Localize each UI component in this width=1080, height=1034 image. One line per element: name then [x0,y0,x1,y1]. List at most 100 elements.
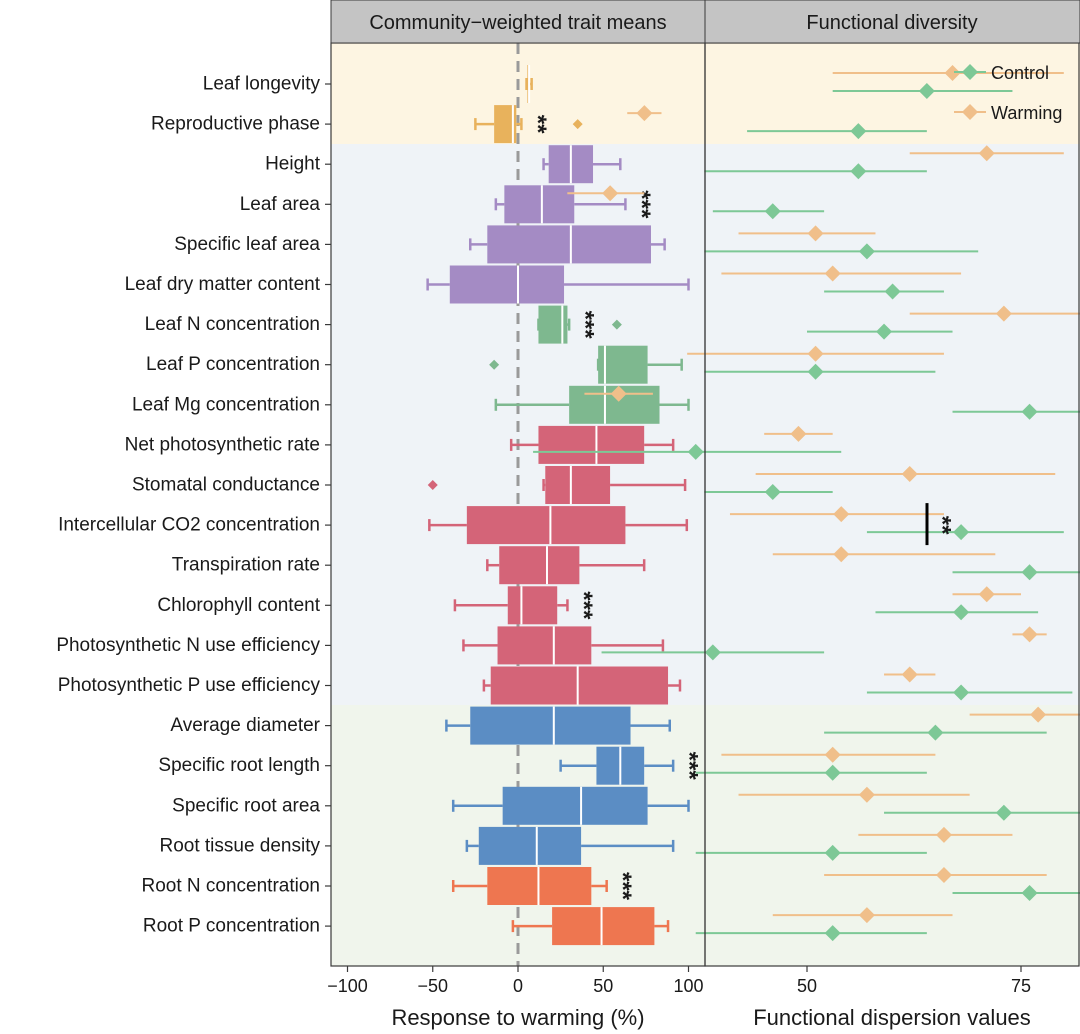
box-net-photosynthetic-rate [538,425,645,464]
warming-point-height [978,145,995,162]
boxplot-height [542,145,622,184]
trait-label-stomatal-conductance: Stomatal conductance [132,475,320,496]
control-point-leaf-area [764,203,781,220]
control-point-root-n-concentration [1021,885,1038,901]
control-point-leaf-longevity [918,83,935,99]
box-specific-root-area [502,786,648,825]
boxplot-chlorophyll-content: *** [453,586,597,625]
trait-label-leaf-longevity: Leaf longevity [203,74,321,95]
control-point-leaf-p-concentration [807,363,824,380]
significance-reproductive-phase: ** [524,115,551,134]
box-root-tissue-density [478,826,582,865]
box-average-diameter [470,706,631,745]
right-x-axis: 5075100 [797,966,1031,996]
boxplot-reproductive-phase: ** [474,105,583,144]
trait-label-photosynthetic-n-use-efficiency: Photosynthetic N use efficiency [56,635,320,656]
trait-label-specific-root-length: Specific root length [158,755,320,776]
control-point-height [850,163,867,180]
warming-point-net-photosynthetic-rate [790,425,807,442]
boxplot-root-p-concentration [511,907,670,946]
box-leaf-p-concentration [598,345,648,384]
trait-label-reproductive-phase: Reproductive phase [151,114,320,135]
warming-point-chlorophyll-content [978,586,995,603]
trait-label-root-tissue-density: Root tissue density [159,835,320,856]
outlier-leaf-n-concentration-0 [611,319,622,330]
boxplot-average-diameter [445,706,671,745]
trait-label-layer: Leaf longevity Reproductive phase Height Le… [56,74,331,937]
left-x-tick-label-4: 100 [673,976,703,996]
diversity-significance-0: ** [929,516,956,535]
right-phenology-band [705,43,1080,144]
right-x-axis-title: Functional dispersion values [753,1005,1031,1030]
trait-label-average-diameter: Average diameter [170,715,320,736]
right-x-tick-label-1: 75 [1011,976,1031,996]
box-root-p-concentration [552,907,655,946]
significance-leaf-n-concentration: *** [572,311,599,340]
control-point-specific-leaf-area [858,243,875,260]
right-strip-title: Functional diversity [806,12,977,34]
warming-point-specific-root-length [824,746,841,763]
right-x-tick-label-0: 50 [797,976,817,996]
control-point-specific-root-area [995,804,1012,821]
warming-point-photosynthetic-p-use-efficiency [901,666,918,683]
warming-point-leaf-longevity [944,65,961,81]
box-stomatal-conductance [545,466,611,504]
boxplot-leaf-area: *** [494,185,655,224]
boxplot-photosynthetic-p-use-efficiency [482,666,682,705]
trait-label-root-n-concentration: Root N concentration [142,876,321,897]
control-point-stomatal-conductance [764,484,781,500]
boxplot-root-tissue-density [465,826,675,865]
control-point-transpiration-rate [1021,564,1038,581]
trait-label-specific-root-area: Specific root area [172,795,320,816]
significance-specific-root-length: *** [676,752,703,781]
trait-label-leaf-mg-concentration: Leaf Mg concentration [132,394,320,415]
control-point-photosynthetic-p-use-efficiency [953,684,970,701]
control-point-chlorophyll-content [953,604,970,621]
trait-label-intercellular-co2-concentration: Intercellular CO2 concentration [58,515,320,536]
significance-root-n-concentration: *** [609,872,636,901]
left-x-tick-label-0: −100 [327,976,368,996]
dispersion-point-layer: ** [533,65,1080,942]
legend: Control Warming [954,63,1062,123]
left-phenology-band [331,43,705,144]
box-leaf-dry-matter-content [449,265,565,304]
box-specific-leaf-area [487,225,651,264]
warming-point-root-tissue-density [935,826,952,843]
control-point-leaf-dry-matter-content [884,283,901,300]
left-x-tick-label-2: 0 [513,976,523,996]
legend-warming-label: Warming [991,103,1062,123]
trait-label-net-photosynthetic-rate: Net photosynthetic rate [125,434,320,455]
trait-label-leaf-dry-matter-content: Leaf dry matter content [125,274,321,295]
box-chlorophyll-content [507,586,558,625]
boxplot-specific-root-length: *** [559,746,703,785]
left-strip [330,0,706,44]
right-panel-background [705,43,1080,966]
right-strip [704,0,1080,44]
left-x-tick-label-1: −50 [417,976,448,996]
trait-label-height: Height [265,154,321,175]
control-point-average-diameter [927,724,944,741]
significance-leaf-area: *** [628,190,655,219]
legend-control-label: Control [991,63,1049,83]
control-point-photosynthetic-n-use-efficiency [704,644,721,661]
left-x-axis-title: Response to warming (%) [391,1005,644,1030]
left-x-tick-label-3: 50 [593,976,613,996]
right-leaf-trait-band [705,144,1080,705]
control-point-root-tissue-density [824,844,841,861]
boxplot-stomatal-conductance [427,466,687,504]
outlier-stomatal-conductance-0 [427,480,438,490]
boxplot-root-n-concentration: *** [451,867,636,905]
boxplot-transpiration-rate [486,546,646,585]
boxplot-layer: ***************** [426,65,703,946]
trait-label-leaf-n-concentration: Leaf N concentration [145,314,320,335]
boxplot-leaf-p-concentration [489,345,683,384]
boxplot-photosynthetic-n-use-efficiency [462,626,665,665]
trait-label-specific-leaf-area: Specific leaf area [174,234,320,255]
boxplot-leaf-dry-matter-content [426,265,690,304]
box-transpiration-rate [499,546,580,585]
warming-point-specific-leaf-area [807,225,824,242]
warming-point-reproductive-phase [636,105,653,122]
left-strip-title: Community−weighted trait means [369,12,666,34]
box-reproductive-phase [494,105,517,144]
warming-point-average-diameter [1030,706,1047,723]
